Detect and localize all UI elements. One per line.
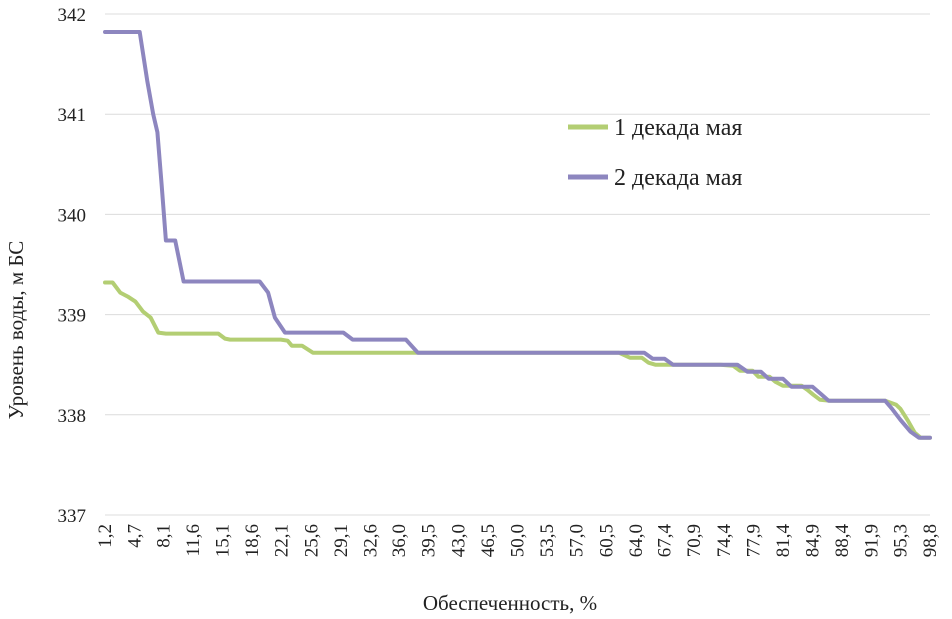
legend-label-2: 2 декада мая (614, 165, 742, 191)
x-tick-label: 39,5 (419, 524, 440, 557)
y-tick-label: 338 (58, 406, 87, 427)
x-tick-label: 77,9 (743, 524, 764, 557)
y-axis-title: Уровень воды, м БС (4, 241, 28, 420)
x-tick-label: 1,2 (95, 524, 116, 548)
x-tick-label: 50,0 (508, 524, 529, 557)
x-tick-label: 95,3 (890, 524, 911, 557)
x-tick-label: 57,0 (567, 524, 588, 557)
x-tick-label: 74,4 (714, 524, 735, 558)
y-tick-label: 339 (58, 306, 87, 327)
x-axis-title: Обеспеченность, % (423, 591, 597, 615)
x-tick-label: 91,9 (862, 524, 883, 557)
y-tick-label: 341 (58, 105, 87, 126)
x-tick-label: 11,6 (183, 524, 204, 557)
x-tick-label: 22,1 (272, 524, 293, 557)
x-tick-label: 98,8 (920, 524, 941, 557)
x-tick-label: 67,4 (655, 524, 676, 558)
x-tick-label: 88,4 (832, 524, 853, 558)
x-tick-label: 25,6 (301, 524, 322, 557)
legend-label-1: 1 декада мая (614, 115, 742, 141)
x-tick-label: 64,0 (626, 524, 647, 557)
x-tick-label: 43,0 (448, 524, 469, 557)
series-line-2 (103, 30, 932, 440)
series-lines (103, 30, 932, 440)
x-axis-ticks: 1,2 4,7 8,1 11,6 15,1 18,6 22,1 25,6 29,1 32,6 36,… (95, 524, 941, 558)
x-tick-label: 4,7 (125, 524, 146, 548)
x-tick-label: 70,9 (684, 524, 705, 557)
y-tick-label: 342 (58, 5, 87, 26)
x-tick-label: 15,1 (212, 524, 233, 557)
x-tick-label: 18,6 (242, 524, 263, 557)
grid-lines (105, 13, 930, 516)
x-tick-label: 32,6 (360, 524, 381, 557)
x-tick-label: 60,5 (596, 524, 617, 557)
x-tick-label: 81,4 (773, 524, 794, 558)
x-tick-label: 84,9 (803, 524, 824, 557)
x-tick-label: 53,5 (537, 524, 558, 557)
y-tick-label: 337 (58, 506, 87, 527)
y-axis-ticks: 342 341 340 339 338 337 (58, 5, 87, 527)
legend: 1 декада мая 2 декада мая (568, 115, 742, 191)
x-tick-label: 8,1 (153, 524, 174, 548)
x-tick-label: 46,5 (478, 524, 499, 557)
x-tick-label: 36,0 (389, 524, 410, 557)
y-tick-label: 340 (58, 205, 87, 226)
x-tick-label: 29,1 (331, 524, 352, 557)
